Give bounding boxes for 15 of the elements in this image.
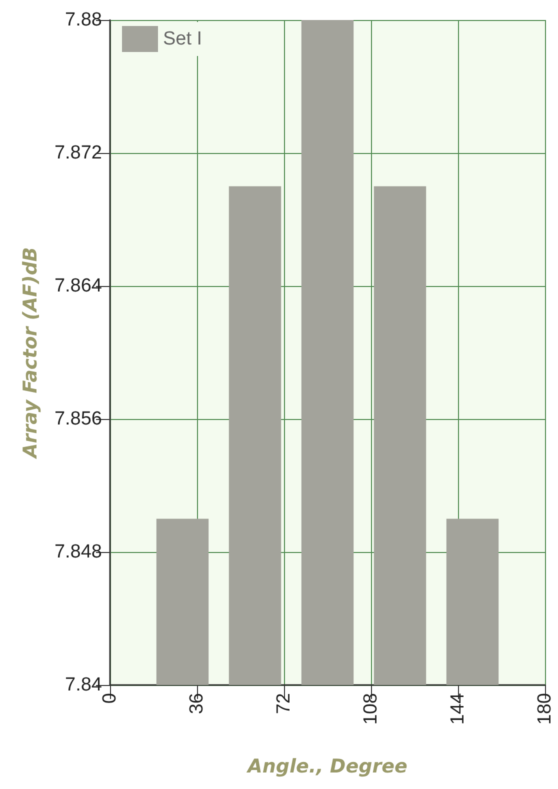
legend-label: Set I	[163, 28, 202, 50]
y-axis-title: Array Factor (AF)dB	[20, 247, 42, 460]
x-tick-label: 36	[186, 693, 208, 714]
y-tick-label: 7.88	[65, 10, 102, 30]
x-tick-label: 180	[534, 693, 556, 725]
y-tick-label: 7.864	[54, 276, 102, 296]
y-tick-label: 7.856	[54, 408, 102, 430]
x-tick-label: 72	[274, 693, 294, 714]
x-axis-title: Angle., Degree	[246, 756, 408, 778]
y-tick-label: 7.872	[54, 142, 102, 164]
y-tick-label: 7.84	[65, 674, 102, 696]
x-tick-label: 144	[448, 692, 468, 725]
x-tick-label: 0	[100, 693, 120, 704]
y-tick-label: 7.848	[54, 542, 102, 562]
x-tick-label: 108	[360, 693, 382, 725]
